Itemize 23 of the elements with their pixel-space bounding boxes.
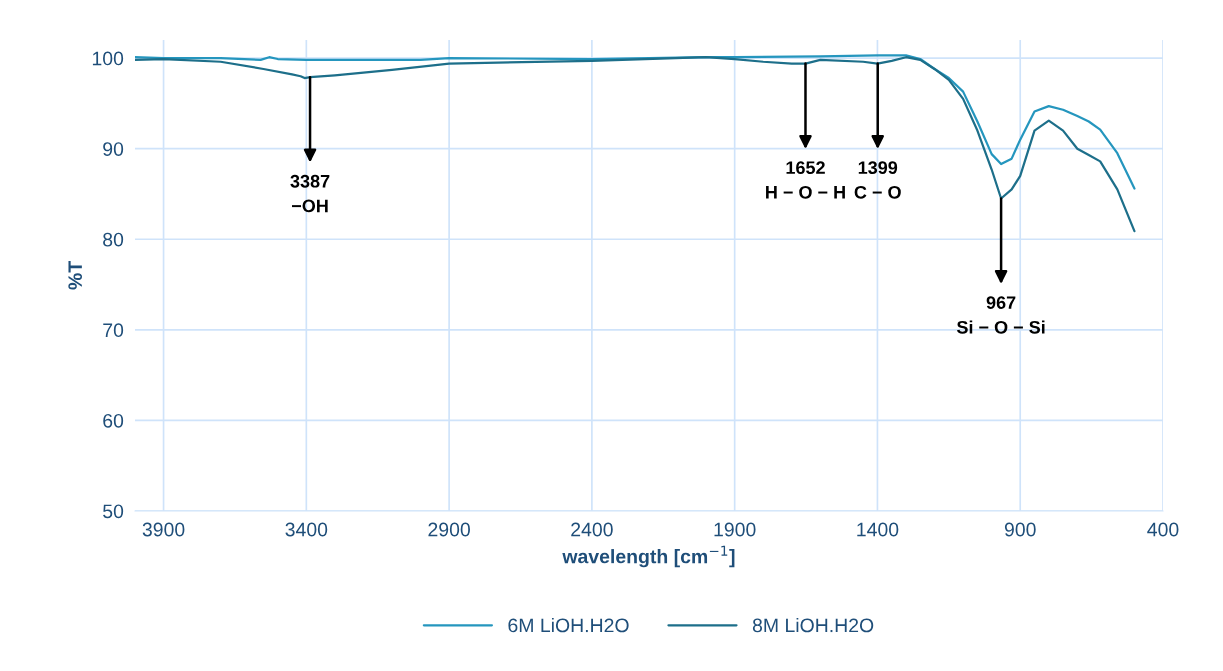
annotation: 1399 C − O	[854, 161, 901, 199]
y-tick-label: 60	[103, 413, 124, 428]
x-tick-label: 3400	[285, 522, 328, 537]
annotation: 3387 −OH	[290, 174, 330, 213]
y-axis-title: %T	[68, 261, 83, 290]
y-tick-label: 80	[103, 232, 124, 247]
legend-label: 6M LiOH.H2O	[508, 617, 629, 633]
x-axis-title: wavelength [cm$^{−1}$]	[562, 545, 735, 568]
y-tick-label: 70	[103, 323, 124, 338]
x-tick-label: 2900	[428, 522, 470, 537]
x-tick-label: 900	[1004, 522, 1036, 537]
y-tick-label: 50	[103, 504, 124, 519]
line-series	[135, 56, 1136, 233]
y-tick-label: 90	[103, 142, 124, 156]
annotation: 967 Si − O − Si	[956, 296, 1045, 334]
x-tick-label: 1400	[857, 522, 899, 537]
y-tick-label: 100	[92, 51, 124, 66]
x-tick-label: 3900	[142, 522, 185, 537]
x-tick-label: 400	[1147, 522, 1179, 537]
legend-label: 8M LiOH.H2O	[752, 617, 874, 633]
annotation: 1652 H − O − H	[766, 161, 845, 199]
x-tick-label: 1900	[714, 522, 756, 537]
x-tick-label: 2400	[571, 522, 613, 537]
